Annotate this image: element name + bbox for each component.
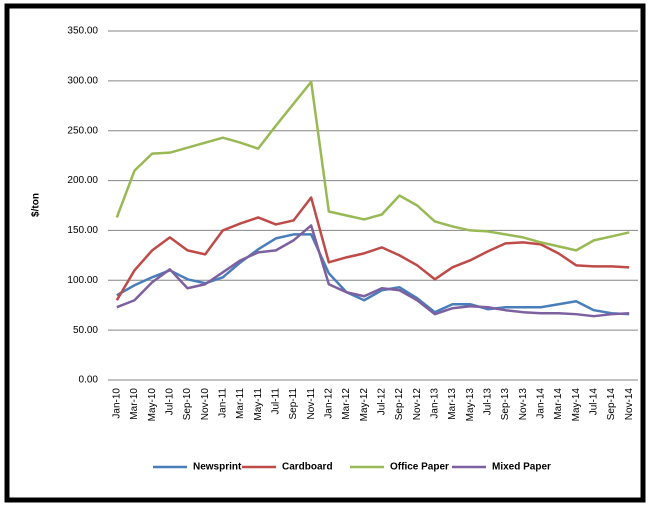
x-tick-label: Mar-10 bbox=[129, 388, 140, 420]
x-tick-label: May-10 bbox=[147, 388, 158, 422]
y-axis-label: $/ton bbox=[31, 193, 42, 217]
y-tick-label: 300.00 bbox=[67, 75, 98, 86]
x-tick-label: Mar-11 bbox=[235, 388, 246, 419]
y-tick-label: 0.00 bbox=[79, 375, 99, 386]
x-tick-label: Jan-11 bbox=[217, 388, 228, 418]
y-tick-label: 200.00 bbox=[67, 175, 98, 186]
y-tick-label: 350.00 bbox=[67, 26, 98, 37]
x-tick-label: Sep-12 bbox=[394, 388, 405, 421]
legend-label: Office Paper bbox=[390, 462, 449, 473]
x-tick-label: Jul-10 bbox=[164, 388, 175, 416]
x-tick-label: Nov-14 bbox=[624, 388, 635, 421]
x-tick-label: Mar-13 bbox=[447, 388, 458, 420]
x-tick-label: May-14 bbox=[571, 388, 582, 422]
x-tick-label: Jan-14 bbox=[535, 388, 546, 419]
y-tick-label: 100.00 bbox=[67, 275, 98, 286]
x-tick-label: Sep-13 bbox=[500, 388, 511, 421]
x-tick-label: Sep-10 bbox=[182, 388, 193, 421]
x-tick-label: Sep-11 bbox=[288, 388, 299, 420]
y-tick-label: 250.00 bbox=[67, 125, 98, 136]
legend-label: Cardboard bbox=[282, 462, 333, 473]
legend-label: Mixed Paper bbox=[492, 462, 551, 473]
x-tick-label: Jul-13 bbox=[482, 388, 493, 416]
x-tick-label: Nov-13 bbox=[518, 388, 529, 421]
x-tick-label: Mar-14 bbox=[553, 388, 564, 420]
x-tick-label: Jul-11 bbox=[270, 388, 281, 415]
x-tick-label: Jul-14 bbox=[588, 388, 599, 416]
y-tick-label: 150.00 bbox=[67, 225, 98, 236]
x-tick-label: May-11 bbox=[253, 388, 264, 421]
y-tick-label: 50.00 bbox=[73, 325, 98, 336]
x-tick-label: Nov-12 bbox=[412, 388, 423, 421]
x-tick-label: Nov-11 bbox=[306, 388, 317, 420]
series-line bbox=[116, 233, 630, 316]
series-line bbox=[115, 196, 630, 301]
series-line bbox=[116, 224, 630, 318]
x-tick-label: May-13 bbox=[465, 388, 476, 422]
x-tick-label: Mar-12 bbox=[341, 388, 352, 420]
x-tick-label: Nov-10 bbox=[200, 388, 211, 421]
x-tick-label: Jan-10 bbox=[111, 388, 122, 419]
x-tick-label: Jul-12 bbox=[376, 388, 387, 416]
frame bbox=[4, 3, 646, 503]
x-tick-label: May-12 bbox=[359, 388, 370, 422]
x-tick-label: Sep-14 bbox=[606, 388, 617, 421]
legend-label: Newsprint bbox=[193, 462, 242, 473]
series-line bbox=[115, 80, 630, 252]
x-tick-label: Jan-12 bbox=[323, 388, 334, 419]
x-tick-label: Jan-13 bbox=[429, 388, 440, 419]
